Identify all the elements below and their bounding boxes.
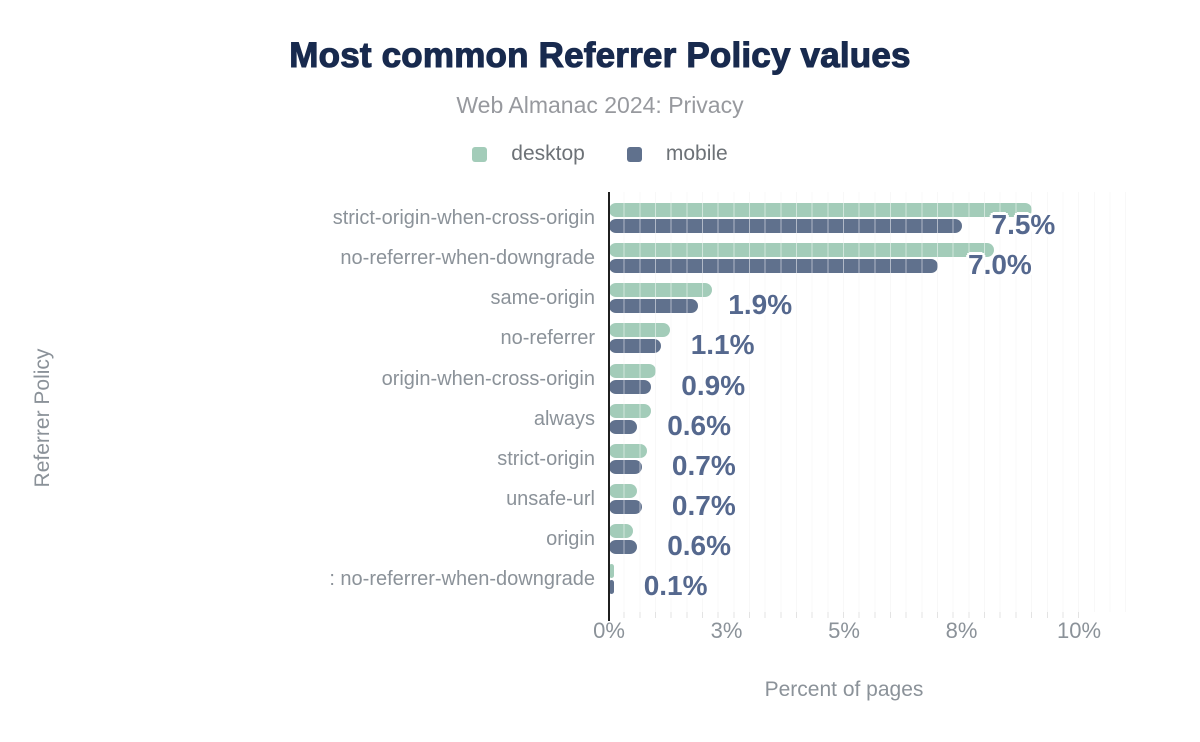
category-label: origin (546, 528, 595, 551)
data-label: 0.7% (671, 490, 736, 522)
x-tick-label: 0% (593, 618, 625, 643)
desktop-swatch-icon (472, 146, 488, 162)
data-label: 7.5% (991, 209, 1056, 240)
data-label: 1.9% (728, 289, 793, 321)
chart-subtitle: Web Almanac 2024: Privacy (456, 92, 744, 118)
chart-title: Most common Referrer Policy values (289, 35, 911, 75)
x-tick-label: 3% (710, 618, 743, 643)
data-label: 1.1% (690, 329, 755, 361)
bar-desktop (609, 443, 647, 458)
bar-mobile (609, 339, 661, 354)
data-label: 0.9% (681, 369, 746, 401)
category-label: no-referrer-when-downgrade (340, 247, 595, 270)
bar-mobile (609, 379, 652, 394)
category-label: strict-origin (497, 447, 595, 470)
mobile-swatch-icon (626, 146, 642, 162)
bar-mobile (609, 500, 642, 515)
x-tick-label: 8% (945, 618, 978, 643)
data-label: 0.1% (643, 570, 708, 602)
bar-desktop (609, 323, 671, 338)
category-label: strict-origin-when-cross-origin (332, 207, 595, 229)
zero-tick-mark (608, 612, 610, 621)
data-label: 7.0% (968, 249, 1032, 281)
x-tick-label: 10% (1056, 618, 1102, 643)
x-axis-title: Percent of pages (764, 678, 924, 701)
category-label: always (533, 407, 595, 430)
category-label: unsafe-url (506, 488, 595, 511)
x-tick-label: 5% (828, 618, 860, 643)
bar-desktop (609, 243, 995, 258)
bar-desktop (609, 484, 638, 499)
bar-mobile (609, 219, 962, 233)
bar-mobile (609, 259, 938, 274)
legend-label-desktop: desktop (511, 142, 585, 165)
data-label: 0.6% (667, 530, 732, 562)
data-label: 0.6% (667, 409, 732, 441)
category-label: origin-when-cross-origin (381, 367, 595, 390)
bar-desktop (609, 403, 652, 418)
category-label: same-origin (490, 287, 595, 310)
minor-tick-marks (609, 612, 1080, 618)
bar-mobile (609, 459, 642, 474)
bar-desktop (609, 283, 713, 298)
data-label: 0.7% (671, 449, 736, 481)
bar-mobile (609, 419, 638, 434)
bar-mobile (609, 299, 699, 314)
legend: desktop mobile (0, 142, 1200, 166)
bar-desktop (609, 524, 633, 539)
legend-item-mobile: mobile (626, 142, 728, 166)
category-label: no-referrer (500, 327, 595, 350)
category-label: : no-referrer-when-downgrade (329, 568, 595, 591)
bar-desktop (609, 203, 1032, 217)
legend-label-mobile: mobile (665, 142, 728, 165)
legend-item-desktop: desktop (472, 142, 585, 166)
y-axis-line (608, 192, 610, 612)
bar-desktop (609, 363, 656, 378)
bar-mobile (609, 540, 638, 555)
